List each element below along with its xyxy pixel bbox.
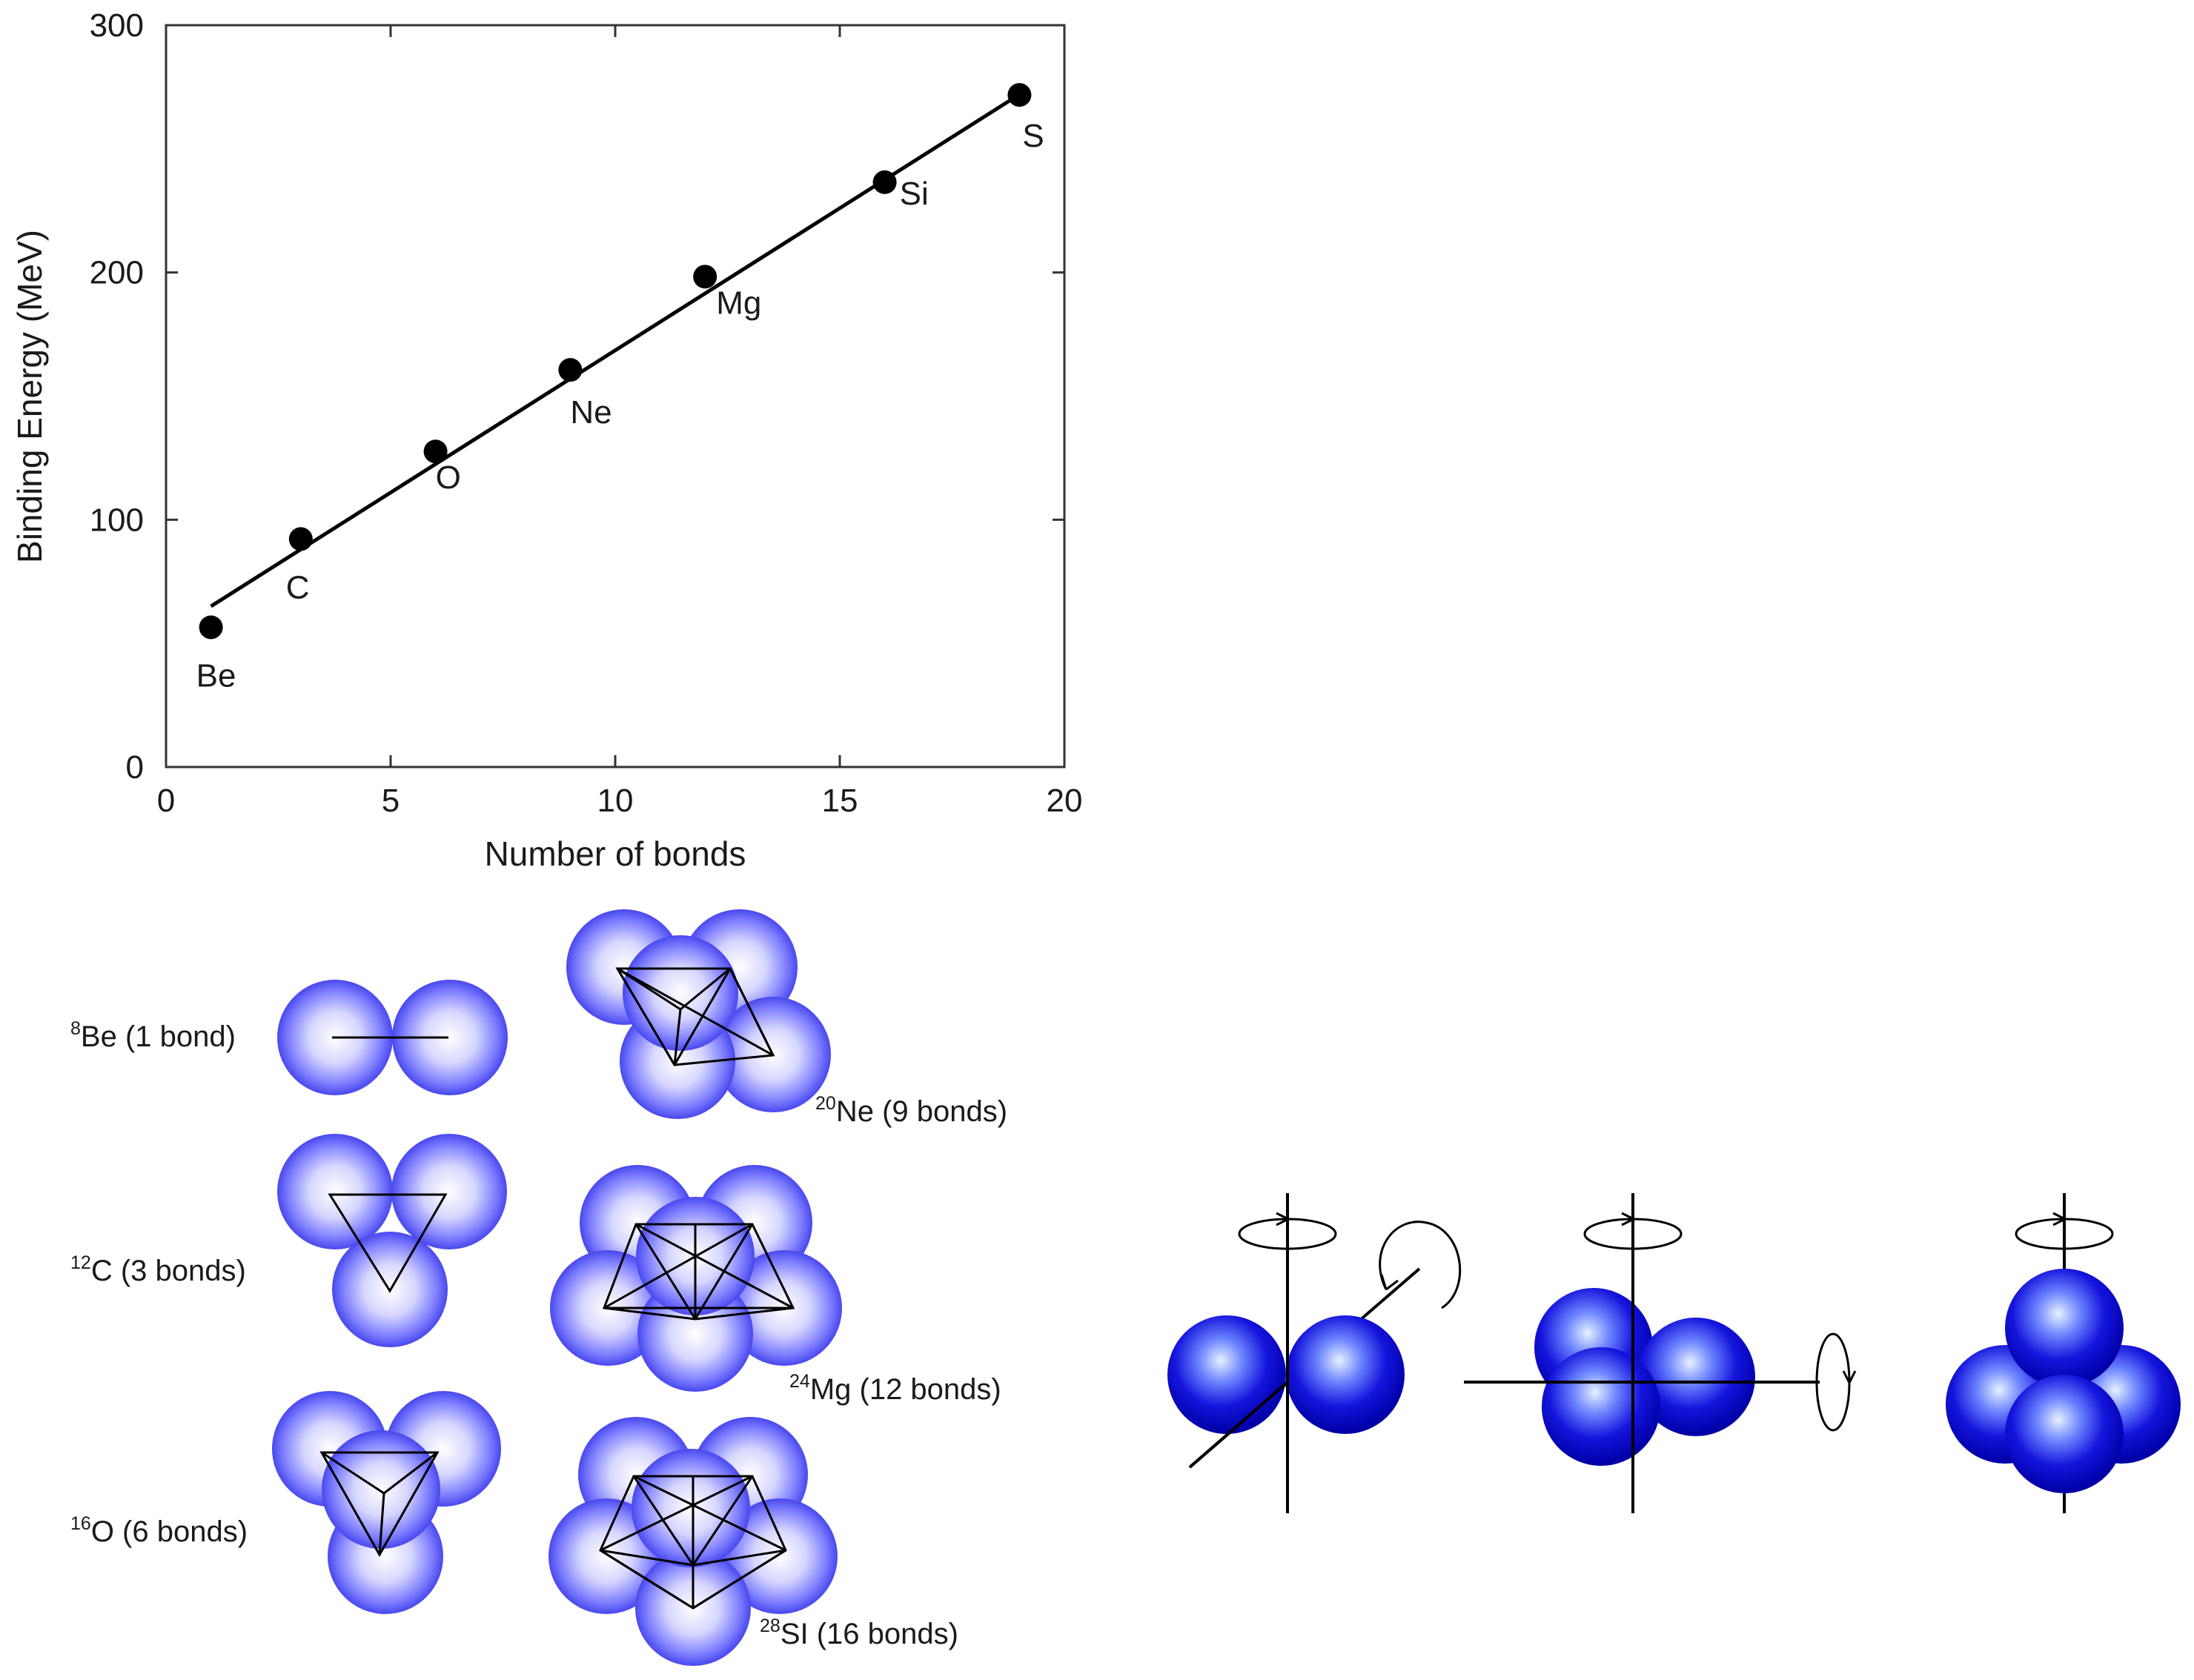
data-markers [199, 83, 1032, 640]
be-rotation-diagram [1167, 1193, 1462, 1513]
o-cluster [272, 1391, 501, 1614]
rotation-arrow-icon [1815, 1332, 1857, 1432]
axis-ticks [165, 24, 1066, 768]
rotation-arrow-icon [1583, 1212, 1683, 1250]
fit-line [210, 93, 1021, 608]
mg-cluster [550, 1165, 842, 1392]
data-point-s [1007, 83, 1032, 107]
data-point-mg [693, 265, 717, 289]
data-point-be [199, 615, 223, 640]
rotation-arrow-icon [1379, 1221, 1462, 1309]
si-cluster [548, 1417, 838, 1666]
x-tick-label: 0 [157, 783, 175, 819]
y-tick-label: 200 [90, 255, 144, 291]
c-rotation-diagram [1464, 1193, 1857, 1513]
point-label-s: S [1022, 118, 1044, 154]
point-label-o: O [436, 459, 461, 496]
rotation-symmetry-diagrams [1167, 1193, 2181, 1513]
point-labels: Be C O Ne Mg Si S [196, 118, 1044, 694]
x-tick-label: 20 [1047, 783, 1083, 819]
alpha-cluster-diagrams: 8Be (1 bond) 20Ne (9 bonds) 12C (3 bonds… [70, 909, 1007, 1666]
ne-cluster [566, 909, 831, 1119]
label-c: 12C (3 bonds) [70, 1252, 246, 1287]
label-ne: 20Ne (9 bonds) [815, 1093, 1007, 1128]
label-mg: 24Mg (12 bonds) [789, 1371, 1001, 1406]
y-tick-label: 300 [90, 7, 144, 44]
x-axis-label: Number of bonds [485, 834, 746, 873]
point-label-si: Si [900, 176, 929, 212]
rotation-arrow-icon [1238, 1212, 1337, 1250]
c-cluster [277, 1134, 507, 1347]
data-point-o [423, 439, 448, 464]
x-tick-label: 15 [822, 783, 858, 819]
y-axis-label: Binding Energy (MeV) [10, 230, 49, 563]
plot-frame [165, 24, 1066, 768]
rotation-arrow-icon [2015, 1212, 2114, 1250]
be-cluster [277, 980, 508, 1095]
point-label-be: Be [196, 657, 236, 694]
y-tick-label: 0 [126, 749, 144, 786]
point-label-c: C [286, 569, 310, 605]
label-si: 28SI (16 bonds) [760, 1616, 958, 1650]
y-tick-label: 100 [90, 502, 144, 538]
data-point-ne [558, 358, 583, 382]
label-o: 16O (6 bonds) [70, 1513, 248, 1548]
point-label-mg: Mg [716, 285, 761, 321]
data-point-si [872, 170, 897, 194]
data-point-c [288, 527, 313, 551]
x-tick-label: 5 [382, 783, 400, 819]
o-rotation-diagram [1946, 1193, 2181, 1513]
x-tick-label: 10 [597, 783, 634, 819]
label-be: 8Be (1 bond) [70, 1018, 236, 1053]
point-label-ne: Ne [570, 394, 612, 431]
